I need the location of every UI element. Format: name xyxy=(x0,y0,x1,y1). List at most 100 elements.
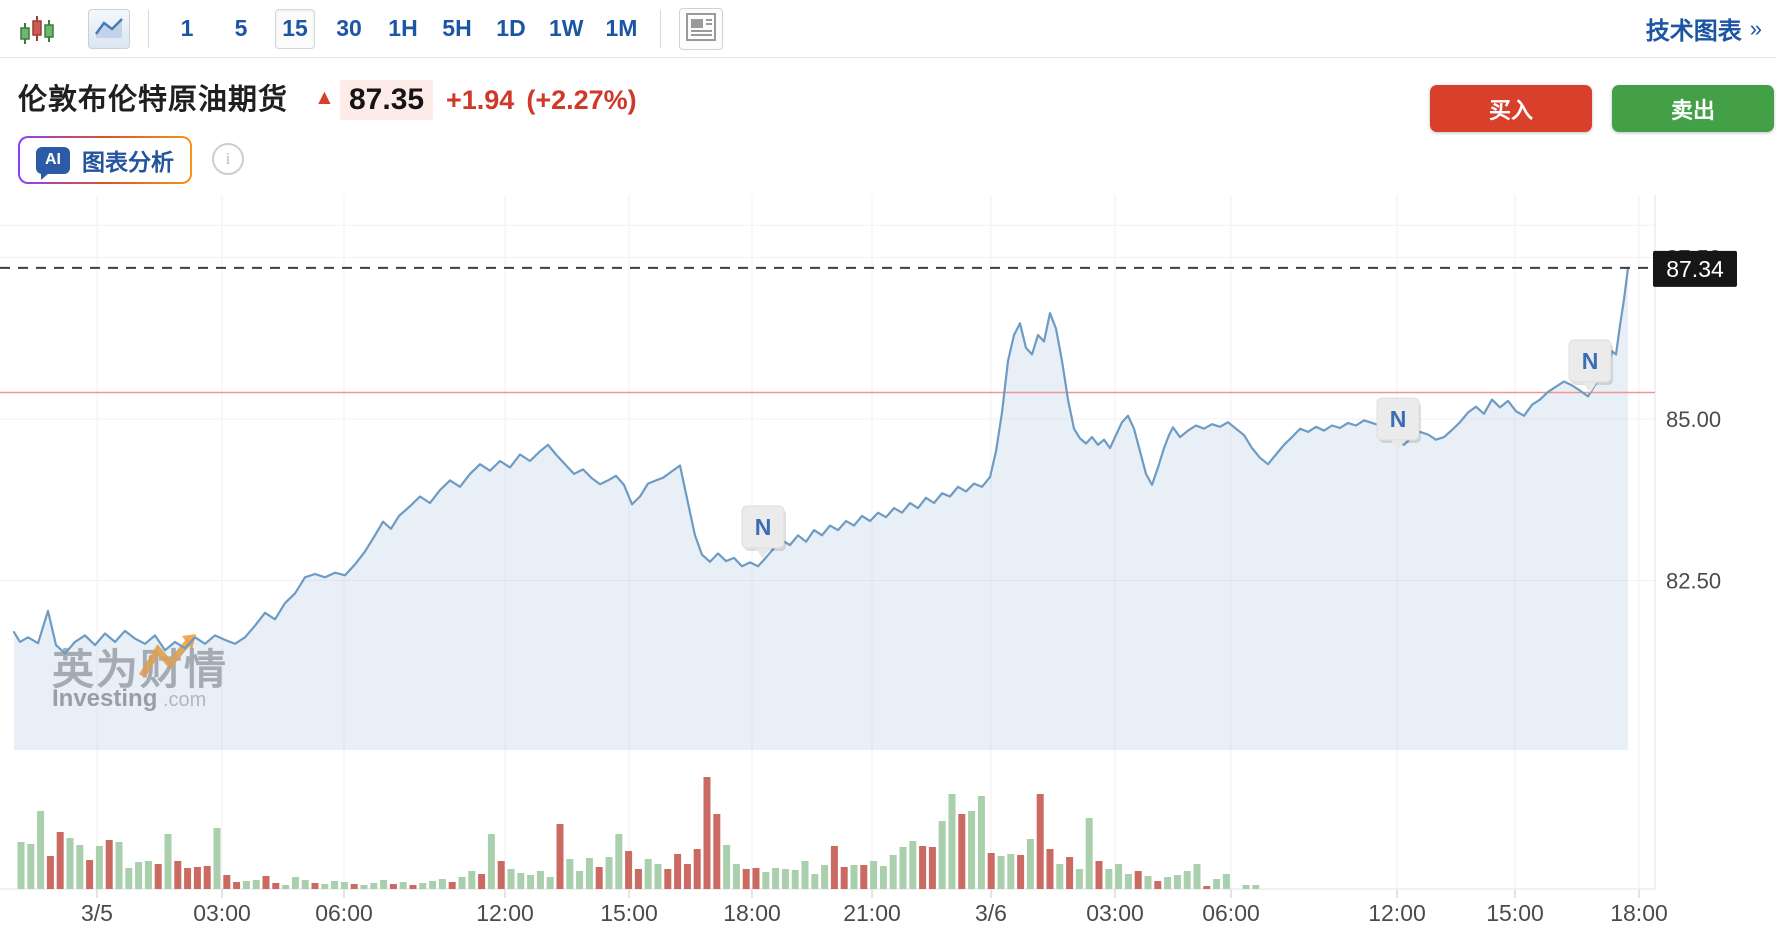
volume-bar xyxy=(1252,885,1260,889)
news-badge-pointer xyxy=(1390,439,1406,451)
volume-bar xyxy=(27,844,35,889)
interval-5h[interactable]: 5H xyxy=(437,9,477,49)
area-chart-type-button[interactable] xyxy=(88,8,130,49)
interval-1d[interactable]: 1D xyxy=(491,9,531,49)
volume-bar xyxy=(536,871,544,889)
volume-bar xyxy=(997,856,1005,889)
volume-bar xyxy=(762,872,770,889)
volume-bar xyxy=(409,885,417,889)
volume-bar xyxy=(1222,874,1230,889)
volume-bar xyxy=(879,866,887,889)
volume-bar xyxy=(703,777,711,889)
volume-bar xyxy=(135,862,143,889)
volume-bar xyxy=(674,854,682,889)
volume-bar xyxy=(1213,879,1221,889)
volume-bar xyxy=(889,855,897,889)
news-badge-letter: N xyxy=(1390,406,1407,432)
interval-5[interactable]: 5 xyxy=(221,9,261,49)
volume-bar xyxy=(821,865,829,889)
ai-chart-analysis-button[interactable]: AI 图表分析 xyxy=(18,136,192,184)
volume-bar xyxy=(262,876,270,889)
volume-bar xyxy=(282,885,290,889)
volume-bar xyxy=(625,851,633,889)
interval-15[interactable]: 15 xyxy=(275,8,315,49)
volume-bar xyxy=(419,883,427,889)
volume-bar xyxy=(86,860,94,889)
interval-30[interactable]: 30 xyxy=(329,9,369,49)
news-badge[interactable] xyxy=(741,505,785,549)
volume-bar xyxy=(693,849,701,889)
volume-bar xyxy=(566,859,574,889)
volume-bar xyxy=(1193,864,1201,889)
volume-bar xyxy=(311,883,319,889)
volume-bar xyxy=(17,842,25,889)
interval-1w[interactable]: 1W xyxy=(545,9,588,49)
volume-bar xyxy=(331,881,339,889)
volume-bar xyxy=(742,869,750,889)
volume-bar xyxy=(1046,849,1054,889)
interval-1h[interactable]: 1H xyxy=(383,9,423,49)
last-price: 87.35 xyxy=(340,80,434,120)
volume-bar xyxy=(664,869,672,889)
interval-1m[interactable]: 1M xyxy=(602,9,642,49)
volume-bar xyxy=(125,868,133,889)
watermark-zigzag-icon xyxy=(139,637,193,678)
volume-bar xyxy=(448,882,456,889)
volume-bar xyxy=(1134,871,1142,889)
volume-bar xyxy=(1085,818,1093,889)
sell-button[interactable]: 卖出 xyxy=(1612,85,1774,132)
volume-bar xyxy=(507,869,515,889)
technical-chart-link[interactable]: 技术图表 » xyxy=(1646,0,1762,57)
change-percent: (+2.27%) xyxy=(526,85,637,115)
volume-bar xyxy=(340,882,348,889)
news-overlay-button[interactable] xyxy=(678,7,723,50)
volume-bar xyxy=(585,858,593,889)
news-badge[interactable] xyxy=(1568,339,1612,383)
volume-bar xyxy=(291,877,299,889)
page-title: 伦敦布伦特原油期货 xyxy=(18,84,289,116)
volume-bar xyxy=(556,824,564,889)
news-badge[interactable] xyxy=(1376,397,1420,441)
volume-bar xyxy=(223,875,231,889)
x-axis-label: 03:00 xyxy=(1086,900,1144,926)
price-area xyxy=(14,267,1628,750)
news-badge-letter: N xyxy=(755,514,772,540)
volume-bar xyxy=(576,871,584,889)
volume-bar xyxy=(95,846,103,889)
info-icon[interactable]: i xyxy=(212,143,244,175)
price-up-arrow-icon: ▲ xyxy=(314,86,335,109)
volume-bar xyxy=(899,847,907,889)
candlestick-chart-icon[interactable] xyxy=(18,10,56,48)
volume-bar xyxy=(1203,886,1211,889)
volume-bar xyxy=(1075,869,1083,889)
volume-bar xyxy=(144,861,152,889)
watermark-arrowhead-icon xyxy=(182,634,196,650)
price-change: +1.94 (+2.27%) xyxy=(446,85,637,116)
volume-bar xyxy=(830,846,838,889)
volume-bar xyxy=(517,873,525,889)
volume-bar xyxy=(76,845,84,889)
volume-bar xyxy=(105,840,113,889)
volume-bar xyxy=(1095,861,1103,889)
volume-bar xyxy=(732,864,740,889)
volume-bar xyxy=(1144,876,1152,889)
volume-bar xyxy=(1017,855,1025,889)
volume-bar xyxy=(860,865,868,889)
volume-bar xyxy=(723,845,731,889)
volume-bar xyxy=(380,880,388,889)
ai-icon: AI xyxy=(36,146,70,180)
interval-1[interactable]: 1 xyxy=(167,9,207,49)
volume-bar xyxy=(615,834,623,889)
volume-bar xyxy=(977,796,985,889)
volume-bar xyxy=(370,883,378,889)
volume-bar xyxy=(115,842,123,889)
volume-bar xyxy=(546,877,554,889)
volume-bar xyxy=(909,841,917,889)
volume-bar xyxy=(1036,794,1044,889)
x-axis-label: 3/5 xyxy=(81,900,113,926)
buy-button[interactable]: 买入 xyxy=(1430,85,1592,132)
volume-bar xyxy=(791,870,799,889)
watermark-cn: 英为财情 xyxy=(52,646,228,693)
volume-bar xyxy=(193,867,201,889)
